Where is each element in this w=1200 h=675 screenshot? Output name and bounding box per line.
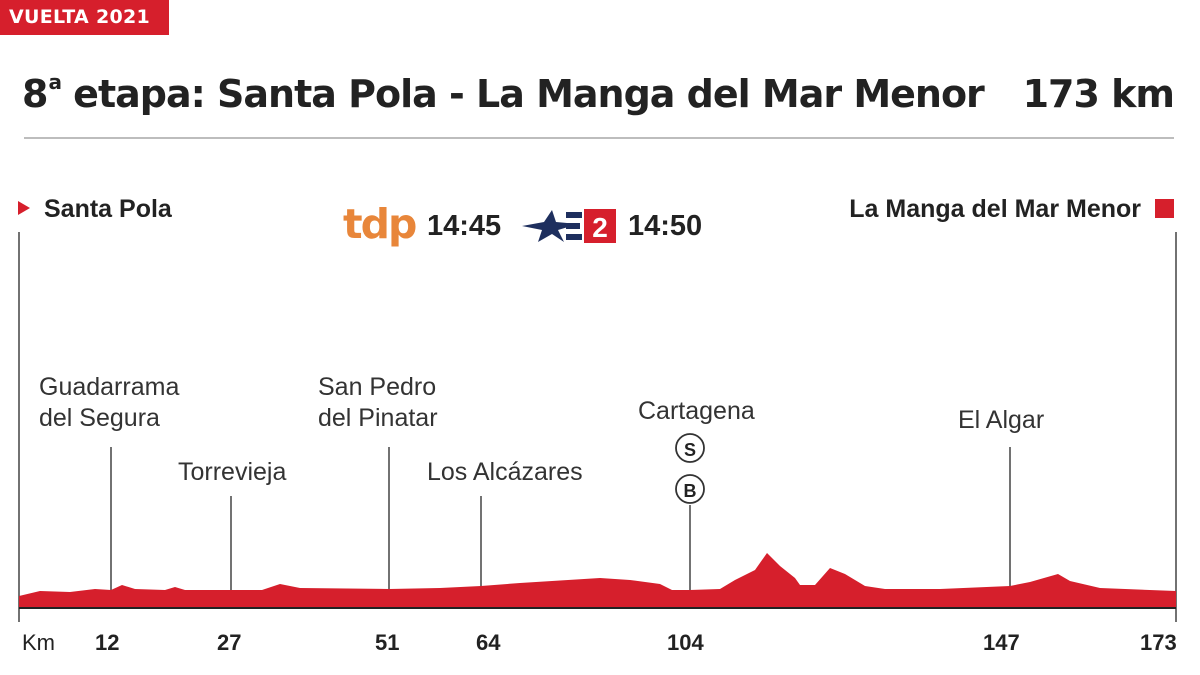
tve2-time: 14:50 bbox=[628, 210, 703, 242]
bonus-marker-label: B bbox=[684, 481, 697, 501]
tve2-logo-icon: 2 bbox=[522, 209, 616, 243]
stage-number: 8 bbox=[22, 72, 48, 116]
place-sanpedro-line2: del Pinatar bbox=[318, 404, 438, 432]
km-axis-label: Km bbox=[22, 630, 55, 655]
finish-square-icon bbox=[1155, 198, 1174, 218]
sprint-marker-icon bbox=[675, 433, 705, 463]
place-elalgar: El Algar bbox=[958, 406, 1045, 434]
place-guadarrama-line2: del Segura bbox=[39, 404, 160, 432]
place-torrevieja: Torrevieja bbox=[178, 458, 287, 486]
km-tick: 173 bbox=[1140, 630, 1177, 655]
km-tick: 147 bbox=[983, 630, 1020, 655]
stage-title: 8a etapa: Santa Pola - La Manga del Mar … bbox=[22, 70, 985, 116]
stage-route: etapa: Santa Pola - La Manga del Mar Men… bbox=[60, 72, 985, 116]
race-tag: VUELTA 2021 bbox=[0, 0, 169, 35]
stage-distance: 173 km bbox=[1022, 72, 1175, 116]
bonus-marker-icon bbox=[675, 474, 705, 504]
tdp-logo: tdp bbox=[343, 200, 417, 248]
km-tick: 104 bbox=[667, 630, 704, 655]
start-label: Santa Pola bbox=[44, 195, 172, 223]
place-losalcazares: Los Alcázares bbox=[427, 458, 583, 486]
title-divider bbox=[24, 137, 1174, 139]
km-tick: 27 bbox=[217, 630, 242, 655]
stage-ordinal: a bbox=[48, 70, 61, 95]
finish-location: La Manga del Mar Menor bbox=[849, 195, 1174, 224]
elevation-area bbox=[19, 553, 1176, 608]
finish-label: La Manga del Mar Menor bbox=[849, 195, 1141, 223]
place-guadarrama: Guadarrama del Segura bbox=[39, 372, 179, 434]
place-sanpedro-line1: San Pedro bbox=[318, 373, 437, 401]
place-guadarrama-line1: Guadarrama bbox=[39, 373, 180, 401]
km-tick: 64 bbox=[476, 630, 501, 655]
tve2-number: 2 bbox=[592, 212, 608, 243]
place-sanpedro: San Pedro del Pinatar bbox=[318, 372, 438, 434]
start-triangle-icon bbox=[18, 201, 30, 216]
km-tick: 12 bbox=[95, 630, 120, 655]
start-location: Santa Pola bbox=[18, 195, 172, 224]
place-cartagena: Cartagena bbox=[638, 397, 755, 425]
km-tick: 51 bbox=[375, 630, 400, 655]
sprint-marker-label: S bbox=[684, 440, 696, 460]
tdp-time: 14:45 bbox=[427, 210, 502, 242]
